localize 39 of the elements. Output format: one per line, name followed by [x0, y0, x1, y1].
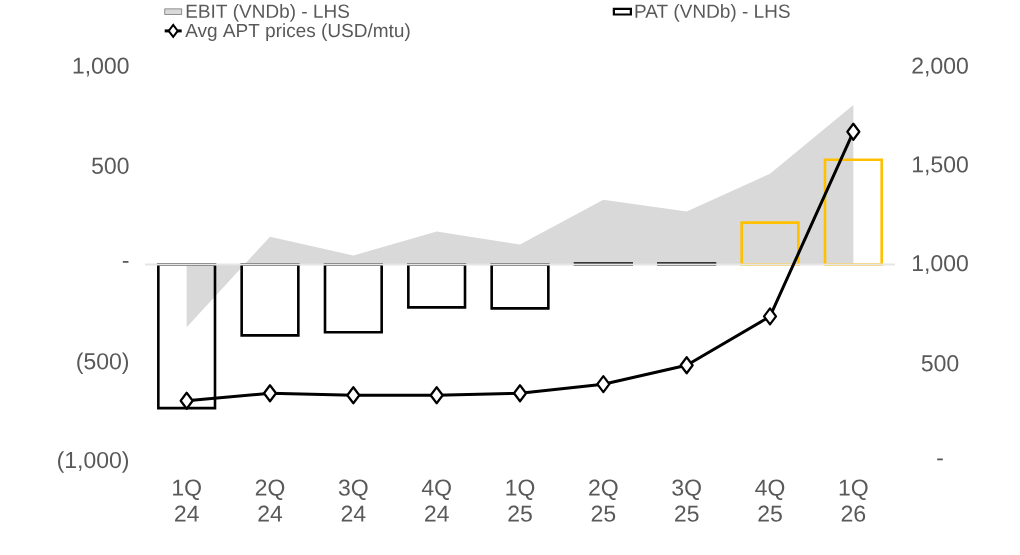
y-tick-label: 1,000: [73, 57, 129, 77]
point: [762, 307, 778, 326]
point: [596, 375, 611, 394]
legend-label: PAT (VNDb) - LHS: [635, 4, 790, 22]
bar: [407, 263, 467, 309]
x-tick-label: 3Q 24: [338, 479, 368, 522]
bar: [657, 262, 717, 266]
y2-tick-label: -: [937, 458, 943, 461]
point: [179, 391, 194, 410]
bar: [490, 263, 550, 310]
y-tick-label: (500): [77, 352, 129, 374]
x-tick-label: 1Q 26: [839, 479, 868, 522]
bar: [323, 263, 383, 334]
bar: [823, 158, 883, 266]
point: [346, 386, 361, 405]
point: [512, 384, 528, 403]
point: [679, 356, 694, 375]
y-tick-label: -: [122, 260, 129, 263]
x-tick-label: 2Q 25: [589, 479, 618, 522]
y2-tick-label: 1,500: [912, 156, 968, 176]
legend-label: Avg APT prices (USD/mtu): [185, 23, 410, 41]
bar: [573, 262, 633, 266]
point: [846, 122, 861, 141]
x-tick-label: 3Q 25: [672, 479, 701, 522]
y2-tick-label: 500: [921, 355, 959, 372]
x-tick-label: 4Q 25: [755, 479, 785, 522]
point: [262, 384, 278, 403]
y-tick-label: (1,000): [58, 451, 129, 473]
bar: [740, 221, 800, 266]
legend-label: EBIT (VNDb) - LHS: [186, 4, 349, 22]
point: [429, 386, 444, 405]
x-tick-label: 1Q 24: [173, 479, 201, 522]
x-tick-label: 2Q 24: [255, 479, 285, 522]
y-tick-label: 500: [92, 157, 129, 174]
y2-tick-label: 1,000: [912, 254, 968, 274]
y2-tick-label: 2,000: [912, 57, 968, 77]
x-tick-label: 1Q 25: [506, 479, 535, 522]
bar: [240, 263, 300, 337]
x-tick-label: 4Q 24: [421, 479, 451, 522]
